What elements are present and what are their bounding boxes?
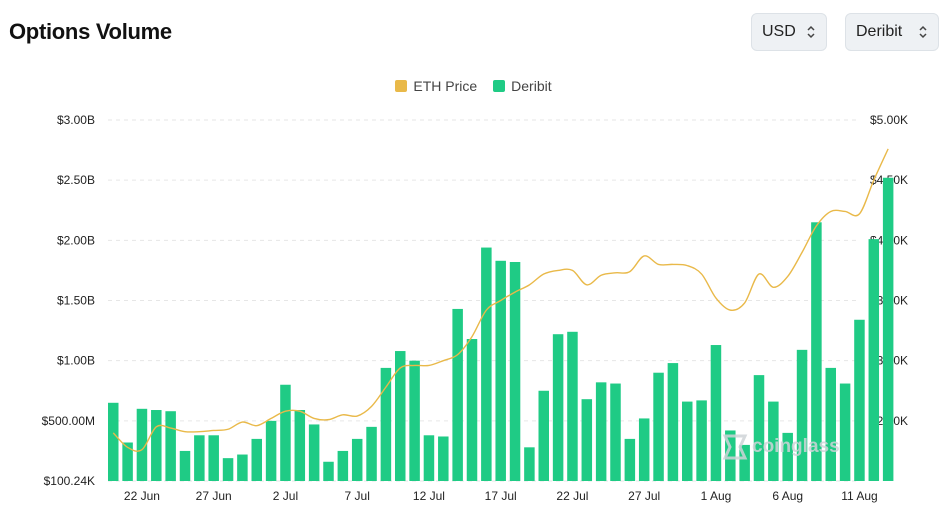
deribit-volume-bar (509, 261, 521, 481)
right-axis-tick-label: $5.00K (870, 113, 908, 127)
deribit-volume-bar (839, 383, 851, 481)
deribit-volume-bar (768, 401, 779, 481)
x-axis-tick-label: 7 Jul (345, 489, 370, 503)
deribit-volume-bar (753, 375, 765, 481)
deribit-volume-bar (739, 444, 750, 481)
deribit-volume-bar (811, 222, 822, 481)
deribit-volume-bar (136, 408, 148, 481)
x-axis-tick-label: 1 Aug (701, 489, 732, 503)
deribit-volume-bar (351, 438, 363, 481)
deribit-volume-bar (882, 177, 894, 481)
deribit-volume-bar (409, 360, 420, 481)
left-axis-tick-label: $500.00M (42, 414, 95, 428)
deribit-volume-bar (653, 372, 664, 481)
legend-swatch-eth-price (395, 80, 408, 92)
deribit-volume-bar (524, 447, 535, 481)
left-axis-tick-label: $1.00B (57, 354, 95, 368)
deribit-volume-bar (581, 399, 593, 481)
page-title: Options Volume (9, 19, 172, 44)
exchange-select-label: Deribit (856, 23, 903, 40)
deribit-volume-bar (380, 367, 392, 481)
deribit-volume-bar (725, 430, 736, 481)
deribit-volume-bar (696, 400, 707, 481)
watermark-text: coinglass (752, 436, 840, 457)
legend-swatch-deribit (493, 80, 506, 92)
deribit-volume-bar (854, 319, 865, 481)
deribit-volume-bar (667, 363, 679, 481)
deribit-volume-bar (222, 458, 234, 481)
x-axis-tick-label: 11 Aug (841, 489, 877, 503)
updown-chevron-icon (807, 25, 815, 39)
legend-item-eth-price[interactable]: ETH Price (395, 78, 477, 94)
deribit-volume-bar (796, 349, 808, 481)
deribit-volume-bar (308, 424, 320, 481)
deribit-volume-bar (280, 384, 291, 481)
x-axis-tick-label: 2 Jul (273, 489, 298, 503)
deribit-volume-bar (682, 401, 693, 481)
deribit-volume-bar (552, 334, 564, 481)
deribit-volume-bar (782, 432, 793, 481)
deribit-volume-bar (710, 345, 722, 481)
deribit-volume-bar (538, 390, 549, 481)
deribit-volume-bar (438, 436, 449, 481)
legend-label-eth-price: ETH Price (413, 78, 478, 94)
left-axis-tick-label: $1.50B (57, 294, 95, 308)
updown-chevron-icon (919, 25, 927, 39)
currency-select[interactable]: USD (751, 13, 827, 51)
deribit-volume-bar (208, 435, 219, 481)
currency-select-label: USD (762, 23, 796, 40)
x-axis-tick-label: 6 Aug (772, 489, 803, 503)
coinglass-watermark: coinglass (722, 432, 840, 462)
deribit-volume-bar (624, 438, 636, 481)
deribit-volume-bar (294, 410, 306, 481)
left-axis-tick-label: $3.00B (57, 113, 95, 127)
deribit-volume-bar (251, 438, 262, 481)
deribit-volume-bar (122, 442, 133, 481)
chart-legend: ETH Price Deribit (0, 78, 947, 94)
coinglass-logo-icon (722, 434, 748, 460)
deribit-volume-bar (610, 383, 621, 481)
left-axis-tick-label: $100.24K (44, 474, 95, 488)
deribit-volume-bar (868, 239, 880, 481)
deribit-volume-bar (495, 260, 506, 481)
deribit-volume-bar (323, 461, 334, 481)
legend-label-deribit: Deribit (511, 78, 552, 94)
deribit-volume-bar (194, 435, 205, 481)
left-axis-tick-label: $2.00B (57, 233, 95, 247)
left-axis-tick-label: $2.50B (57, 173, 95, 187)
deribit-volume-bar (108, 402, 119, 481)
legend-item-deribit[interactable]: Deribit (493, 78, 552, 94)
deribit-volume-bar (638, 418, 650, 481)
x-axis-tick-label: 17 Jul (485, 489, 517, 503)
deribit-volume-bar (481, 247, 492, 481)
x-axis-tick-label: 12 Jul (413, 489, 445, 503)
deribit-volume-bar (452, 308, 463, 481)
deribit-volume-bar (366, 426, 377, 481)
eth-price-line (112, 148, 889, 452)
deribit-volume-bar (265, 420, 277, 481)
deribit-volume-bar (825, 367, 836, 481)
deribit-volume-bar (395, 351, 406, 481)
x-axis-tick-label: 27 Jul (628, 489, 660, 503)
exchange-select[interactable]: Deribit (845, 13, 939, 51)
deribit-volume-bar (595, 382, 607, 481)
deribit-volume-bar (151, 410, 162, 481)
x-axis-tick-label: 22 Jun (124, 489, 160, 503)
deribit-volume-bar (423, 435, 435, 481)
deribit-volume-bar (466, 339, 478, 481)
deribit-volume-bar (179, 450, 191, 481)
deribit-volume-bar (337, 450, 349, 481)
deribit-volume-bar (237, 454, 248, 481)
x-axis-tick-label: 22 Jul (556, 489, 588, 503)
x-axis-tick-label: 27 Jun (196, 489, 232, 503)
deribit-volume-bar (567, 331, 578, 481)
deribit-volume-bar (165, 411, 176, 481)
